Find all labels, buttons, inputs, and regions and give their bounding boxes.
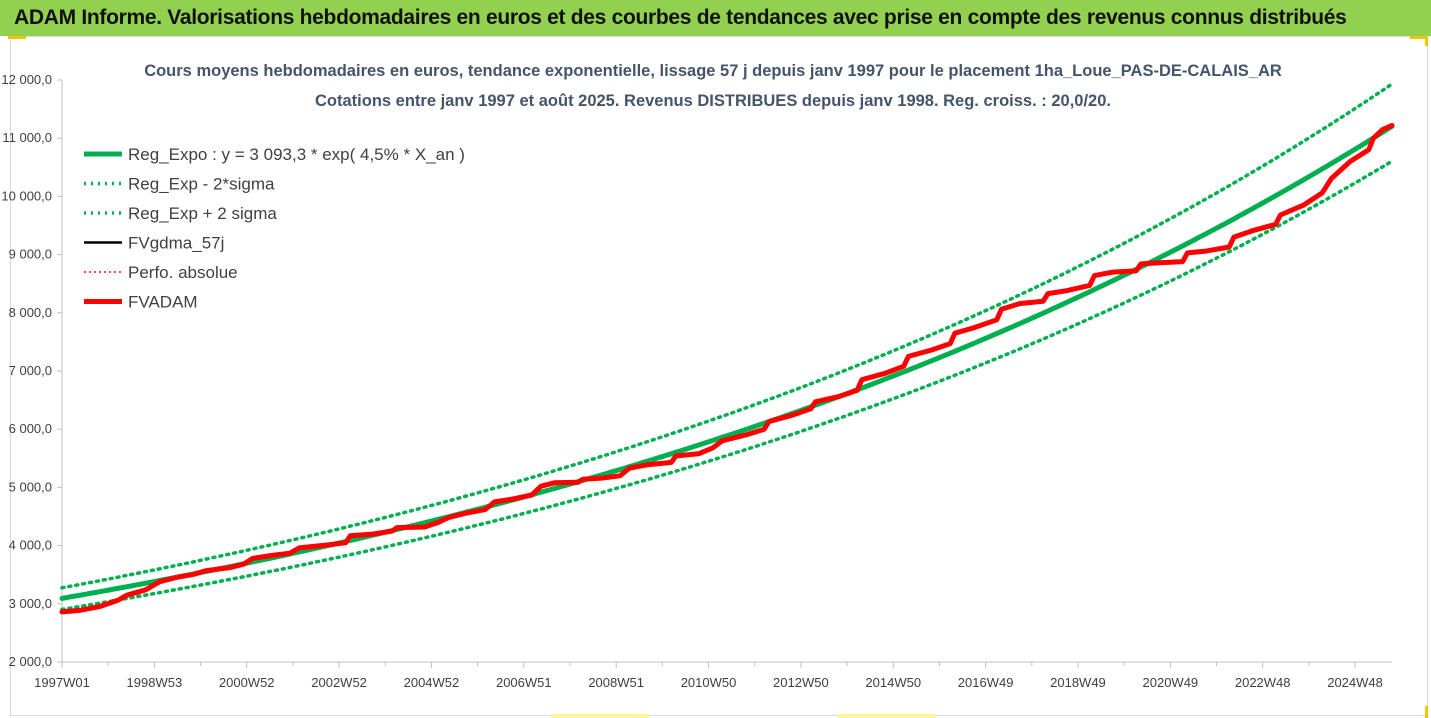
corner-mark: [1410, 36, 1428, 39]
y-tick-label: 4 000,0: [9, 538, 52, 553]
x-tick-label: 2004W52: [404, 675, 460, 690]
legend-label: Reg_Exp + 2 sigma: [128, 204, 277, 223]
bottom-highlight: [551, 714, 649, 718]
legend-label: Perfo. absolue: [128, 263, 238, 282]
y-tick-label: 10 000,0: [1, 188, 52, 203]
chart-subtitle: Cotations entre janv 1997 et août 2025. …: [315, 92, 1111, 110]
y-tick-label: 9 000,0: [9, 247, 52, 262]
y-tick-label: 7 000,0: [9, 363, 52, 378]
x-tick-label: 1998W53: [127, 675, 183, 690]
chart-frame: [10, 36, 1428, 716]
x-tick-label: 2012W50: [773, 675, 829, 690]
series-line-0: [59, 123, 1395, 601]
legend-label: Reg_Exp - 2*sigma: [128, 175, 275, 194]
x-tick-label: 2010W50: [681, 675, 737, 690]
y-tick-label: 8 000,0: [9, 305, 52, 320]
corner-mark: [8, 36, 26, 39]
legend-label: FVgdma_57j: [128, 234, 224, 253]
legend-label: Reg_Expo : y = 3 093,3 * exp( 4,5% * X_a…: [128, 145, 465, 164]
series-line-4: [61, 124, 1393, 613]
series-line-5: [59, 122, 1395, 615]
legend-label: FVADAM: [128, 293, 198, 312]
x-tick-label: 2018W49: [1050, 675, 1106, 690]
series-line-2: [60, 82, 1394, 590]
x-tick-label: 2022W48: [1235, 675, 1291, 690]
x-tick-label: 2016W49: [958, 675, 1014, 690]
x-tick-label: 2000W52: [219, 675, 275, 690]
x-tick-label: 2002W52: [311, 675, 367, 690]
x-tick-label: 2014W50: [865, 675, 921, 690]
y-tick-label: 11 000,0: [2, 130, 52, 145]
chart-title: Cours moyens hebdomadaires en euros, ten…: [144, 62, 1282, 80]
series-line-1: [60, 159, 1394, 612]
x-tick-label: 2006W51: [496, 675, 552, 690]
y-tick-label: 6 000,0: [9, 421, 52, 436]
report-banner: ADAM Informe. Valorisations hebdomadaire…: [0, 0, 1431, 36]
bottom-highlight: [838, 714, 936, 718]
x-tick-label: 2024W48: [1327, 675, 1383, 690]
corner-mark: [1425, 36, 1428, 46]
x-tick-label: 1997W01: [34, 675, 90, 690]
y-tick-label: 2 000,0: [9, 654, 52, 669]
series-line-3: [60, 124, 1394, 614]
y-tick-label: 12 000,0: [1, 72, 52, 87]
corner-mark: [1425, 706, 1428, 718]
x-tick-label: 2008W51: [588, 675, 644, 690]
x-tick-label: 2020W49: [1143, 675, 1199, 690]
y-tick-label: 5 000,0: [9, 479, 52, 494]
y-tick-label: 3 000,0: [9, 596, 52, 611]
